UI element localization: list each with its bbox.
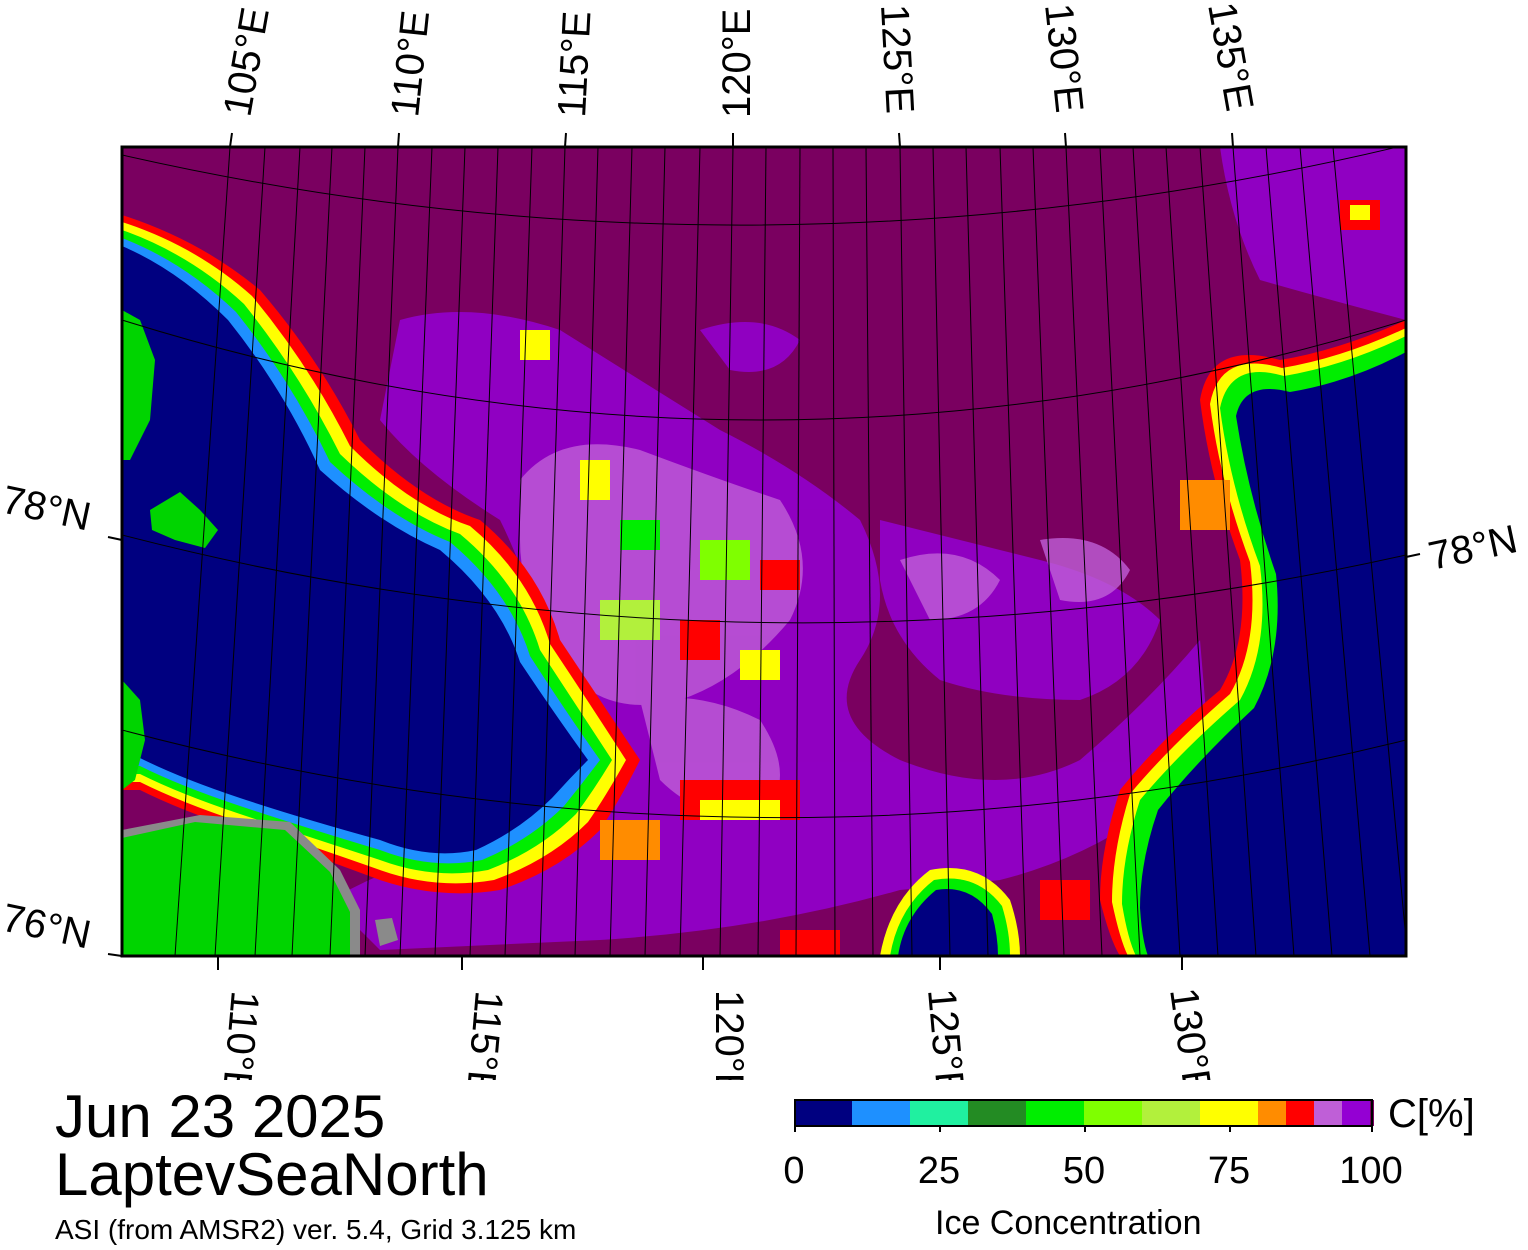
top-lon-label: 105°E [216, 4, 278, 119]
date-label: Jun 23 2025 [55, 1083, 386, 1150]
colorbar-tick-label: 75 [1207, 1150, 1251, 1192]
colorbar-segment [794, 1100, 852, 1126]
map-border [120, 145, 1408, 958]
marginal-ice-speckles [520, 200, 1380, 956]
colorbar-tick-label: 50 [1062, 1150, 1106, 1192]
axis-ticks [107, 132, 1421, 970]
colorbar-tick-label: 0 [783, 1150, 805, 1192]
colorbar [794, 1099, 1374, 1132]
top-lon-label: 120°E [715, 9, 759, 118]
colorbar-tick-label: 25 [917, 1150, 961, 1192]
top-lon-label: 115°E [550, 10, 600, 119]
bottom-lon-label: 125°E [919, 987, 972, 1080]
graticule-meridians [174, 147, 1406, 956]
western-open-water [122, 215, 640, 894]
bottom-lon-label: 115°E [458, 989, 511, 1080]
graticule-parallels [122, 147, 1406, 819]
southern-bay-water [880, 868, 1020, 956]
eastern-open-water [1100, 320, 1406, 956]
colorbar-segment [1084, 1100, 1142, 1126]
left-lat-label: 78°N [0, 478, 95, 540]
colorbar-title: Ice Concentration [935, 1204, 1202, 1242]
colorbar-unit-label: C[%] [1388, 1092, 1475, 1136]
bottom-lon-label: 120°E [707, 990, 751, 1080]
colorbar-segment [1142, 1100, 1200, 1126]
left-lat-label: 76°N [0, 896, 95, 958]
colorbar-segment [1200, 1100, 1258, 1126]
right-lat-label: 78°N [1425, 517, 1522, 579]
top-lon-label: 125°E [872, 3, 922, 115]
colorbar-tick-label: 100 [1339, 1150, 1403, 1192]
colorbar-segment [852, 1100, 910, 1126]
top-lon-label: 130°E [1036, 1, 1091, 114]
bottom-lon-label: 110°E [214, 989, 267, 1080]
land [122, 310, 398, 956]
colorbar-segment [910, 1100, 968, 1126]
region-label: LaptevSeaNorth [55, 1141, 489, 1208]
colorbar-segment [968, 1100, 1026, 1126]
ice-concentration-map: 105°E 110°E 115°E 120°E 125°E 130°E 135°… [0, 0, 1522, 1080]
colorbar-segment [1314, 1100, 1342, 1126]
top-lon-label: 110°E [383, 8, 438, 118]
colorbar-segment [1286, 1100, 1314, 1126]
top-lon-label: 135°E [1199, 0, 1261, 114]
source-label: ASI (from AMSR2) ver. 5.4, Grid 3.125 km [55, 1214, 577, 1245]
colorbar-border [794, 1099, 1373, 1127]
colorbar-segment [1258, 1100, 1286, 1126]
colorbar-segment [1342, 1100, 1370, 1126]
colorbar-segment [1026, 1100, 1084, 1126]
bottom-lon-label: 130°E [1161, 985, 1220, 1080]
